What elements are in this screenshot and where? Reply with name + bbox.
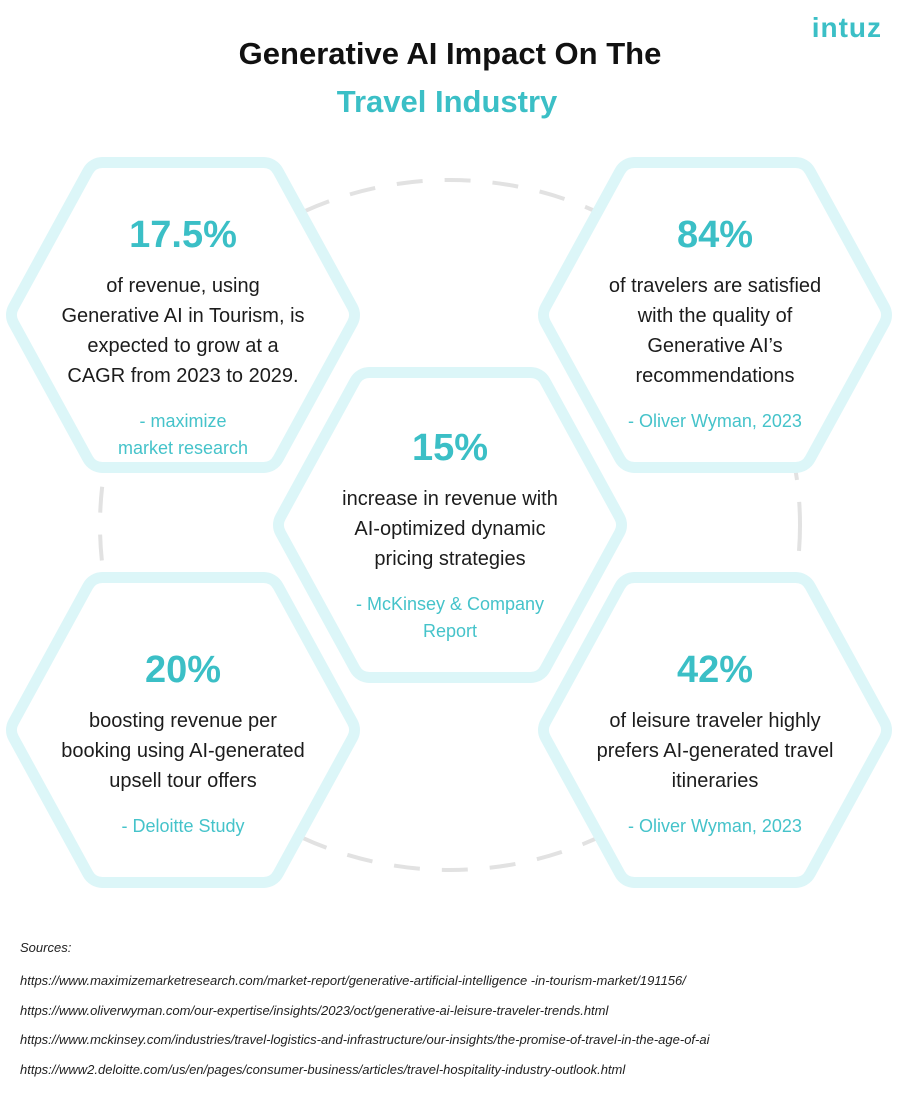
hexagon (549, 168, 881, 462)
stat-source: market research (117, 438, 249, 458)
stat-description: CAGR from 2023 to 2029. (67, 365, 299, 387)
stat-description: pricing strategies (374, 548, 526, 570)
stat-source: - Deloitte Study (121, 816, 245, 836)
stat-description: expected to grow at a (87, 335, 279, 357)
source-url: https://www.maximizemarketresearch.com/m… (20, 973, 686, 988)
stat-description: recommendations (635, 365, 795, 387)
hexagon (17, 583, 349, 877)
hexagon (284, 378, 616, 672)
title: Generative AI Impact On The (238, 36, 662, 71)
source-url: https://www.oliverwyman.com/our-expertis… (20, 1002, 609, 1018)
stat-source: Report (422, 621, 478, 641)
stat-value: 15% (411, 427, 489, 469)
sources-label: Sources: (20, 940, 72, 955)
hexagon (17, 168, 349, 462)
stat-description: itineraries (671, 770, 759, 792)
stat-description: Generative AI’s (647, 335, 783, 357)
dashed-ring (98, 178, 802, 872)
stat-source: - McKinsey & Company (355, 594, 545, 614)
stat-value: 17.5% (129, 214, 237, 256)
source-url: https://www.mckinsey.com/industries/trav… (20, 1032, 710, 1047)
title-highlight: Travel Industry (336, 84, 558, 119)
stat-description: AI-optimized dynamic (354, 518, 546, 540)
source-url: https://www2.deloitte.com/us/en/pages/co… (20, 1061, 626, 1077)
stat-description: prefers AI-generated travel (596, 740, 834, 762)
stat-description: booking using AI-generated (61, 740, 305, 762)
hexagon (549, 583, 881, 877)
stat-description: upsell tour offers (109, 770, 257, 792)
stat-description: with the quality of (637, 305, 793, 327)
stat-description: of revenue, using (106, 275, 260, 297)
stat-description: increase in revenue with (342, 488, 558, 510)
logo: intuz (811, 12, 882, 43)
stat-source: - Oliver Wyman, 2023 (628, 411, 802, 431)
stat-description: of travelers are satisfied (608, 275, 822, 297)
stat-source: - maximize (139, 411, 227, 431)
stat-description: Generative AI in Tourism, is (61, 305, 305, 327)
stat-value: 84% (676, 214, 754, 256)
stat-value: 20% (144, 649, 222, 691)
stat-description: boosting revenue per (89, 710, 277, 732)
stat-value: 42% (676, 649, 754, 691)
stat-description: of leisure traveler highly (609, 710, 821, 732)
stat-source: - Oliver Wyman, 2023 (628, 816, 802, 836)
